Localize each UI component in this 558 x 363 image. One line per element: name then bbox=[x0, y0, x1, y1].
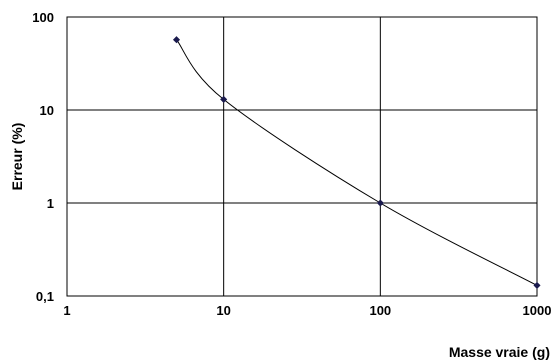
plot-area-frame bbox=[66, 16, 538, 297]
x-tick-label: 1 bbox=[63, 303, 70, 318]
grid-lines bbox=[66, 16, 538, 297]
y-tick-label: 0,1 bbox=[36, 289, 54, 304]
y-tick-label: 1 bbox=[47, 196, 54, 211]
y-axis-title: Erreur (%) bbox=[9, 123, 25, 191]
data-point bbox=[220, 95, 228, 103]
data-point bbox=[172, 36, 181, 44]
series-line bbox=[176, 39, 538, 286]
y-tick-label: 10 bbox=[40, 103, 54, 118]
x-tick-labels: 1 10 100 1000 bbox=[63, 303, 551, 318]
x-tick-label: 1000 bbox=[523, 303, 552, 318]
y-tick-labels: 100 10 1 0,1 bbox=[32, 10, 54, 304]
x-tick-label: 100 bbox=[369, 303, 391, 318]
data-points bbox=[172, 36, 541, 289]
x-tick-label: 10 bbox=[216, 303, 230, 318]
x-axis-title: Masse vraie (g) bbox=[449, 344, 550, 360]
data-point bbox=[533, 281, 541, 289]
y-tick-label: 100 bbox=[32, 10, 54, 25]
data-point bbox=[376, 199, 384, 207]
